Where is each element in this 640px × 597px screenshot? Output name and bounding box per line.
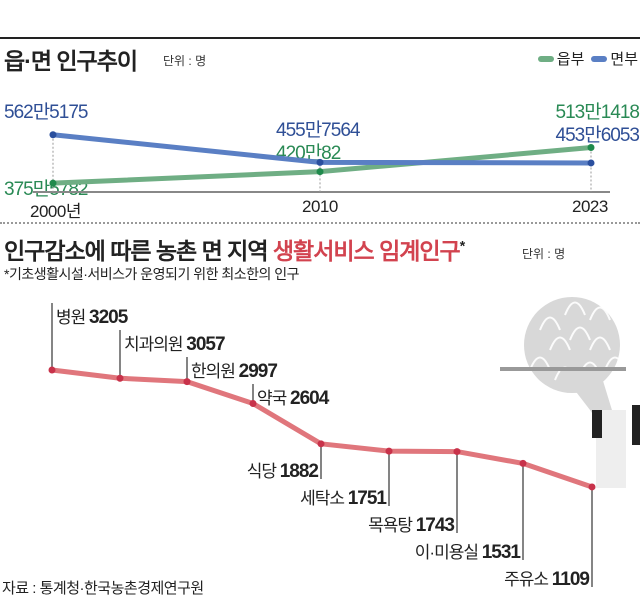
chart2-title-highlight: 생활서비스 임계인구 — [272, 238, 461, 264]
data-label: 약국 2604 — [257, 384, 329, 410]
top-rule — [0, 37, 640, 39]
data-label: 주유소 1109 — [504, 565, 590, 591]
category-label: 식당 — [246, 462, 280, 481]
chart1-title: 읍·면 인구추이 — [4, 48, 138, 74]
x-tick-2023: 2023 — [572, 197, 608, 216]
value-label: 1751 — [347, 488, 387, 509]
chart2-note: *기초생활시설·서비스가 운영되기 위한 최소한의 인구 — [4, 266, 300, 282]
legend-label-myeon: 면부 — [610, 51, 638, 68]
x-tick-2010: 2010 — [302, 197, 338, 216]
data-point — [316, 168, 324, 176]
value-label: 1109 — [551, 569, 590, 590]
data-label-myeon-2023: 453만6053 — [555, 125, 640, 146]
chart2-unit: 단위 : 명 — [522, 247, 566, 261]
legend-swatch-eup — [537, 55, 554, 62]
waiter-illustration — [500, 297, 640, 488]
category-label: 치과의원 — [124, 335, 187, 354]
data-label: 목욕탕 1743 — [368, 511, 455, 537]
chart2-title: 인구감소에 따른 농촌 면 지역 생활서비스 임계인구* — [4, 232, 466, 266]
category-label: 약국 — [257, 389, 291, 408]
data-point — [116, 374, 124, 382]
chart2-title-main: 인구감소에 따른 농촌 면 지역 — [4, 238, 273, 264]
category-label: 병원 — [56, 308, 90, 327]
legend-label-eup: 읍부 — [556, 51, 585, 68]
category-label: 세탁소 — [300, 489, 348, 508]
section-divider — [0, 222, 640, 224]
legend-swatch-myeon — [591, 55, 608, 62]
value-label: 2997 — [238, 361, 278, 382]
data-label: 병원 3205 — [56, 303, 128, 329]
data-point — [519, 459, 527, 467]
value-label: 1743 — [415, 515, 455, 536]
data-point — [453, 448, 461, 456]
data-label: 세탁소 1751 — [300, 484, 387, 510]
chart1-unit: 단위 : 명 — [163, 54, 207, 68]
category-label: 이·미용실 — [414, 543, 482, 562]
data-label: 식당 1882 — [246, 457, 319, 483]
data-label-eup-2023: 513만1418 — [555, 102, 640, 123]
value-label: 2604 — [290, 388, 329, 409]
data-point — [587, 144, 595, 152]
chart1-legend: 읍부 면부 — [537, 48, 638, 69]
data-point — [249, 400, 257, 408]
x-tick-2000: 2000년 — [30, 202, 81, 221]
value-label: 1882 — [279, 461, 319, 482]
data-point — [587, 159, 595, 167]
data-point — [49, 131, 57, 139]
data-point — [588, 483, 596, 491]
chart1-plot — [33, 131, 610, 193]
category-label: 목욕탕 — [368, 516, 416, 535]
data-point — [183, 378, 191, 386]
data-label-myeon-2000: 562만5175 — [4, 102, 88, 123]
data-point — [316, 158, 324, 166]
chart2-title-star: * — [459, 237, 466, 254]
chart2-plot — [48, 303, 596, 587]
data-label: 한의원 2997 — [191, 357, 278, 383]
value-label: 3057 — [186, 334, 225, 355]
data-point — [48, 366, 56, 374]
value-label: 1531 — [481, 542, 521, 563]
category-label: 주유소 — [504, 570, 552, 589]
data-label: 이·미용실 1531 — [414, 538, 521, 564]
source-note: 자료 : 통계청·한국농촌경제연구원 — [2, 580, 204, 597]
data-label: 치과의원 3057 — [124, 330, 226, 356]
series-line-myeon — [52, 132, 592, 166]
value-label: 3205 — [89, 307, 128, 328]
series-line-eup — [52, 145, 592, 186]
category-label: 한의원 — [191, 362, 239, 381]
data-point — [317, 440, 325, 448]
data-label-myeon-2010: 455만7564 — [276, 120, 360, 141]
data-point — [385, 447, 393, 455]
data-point — [49, 179, 57, 187]
